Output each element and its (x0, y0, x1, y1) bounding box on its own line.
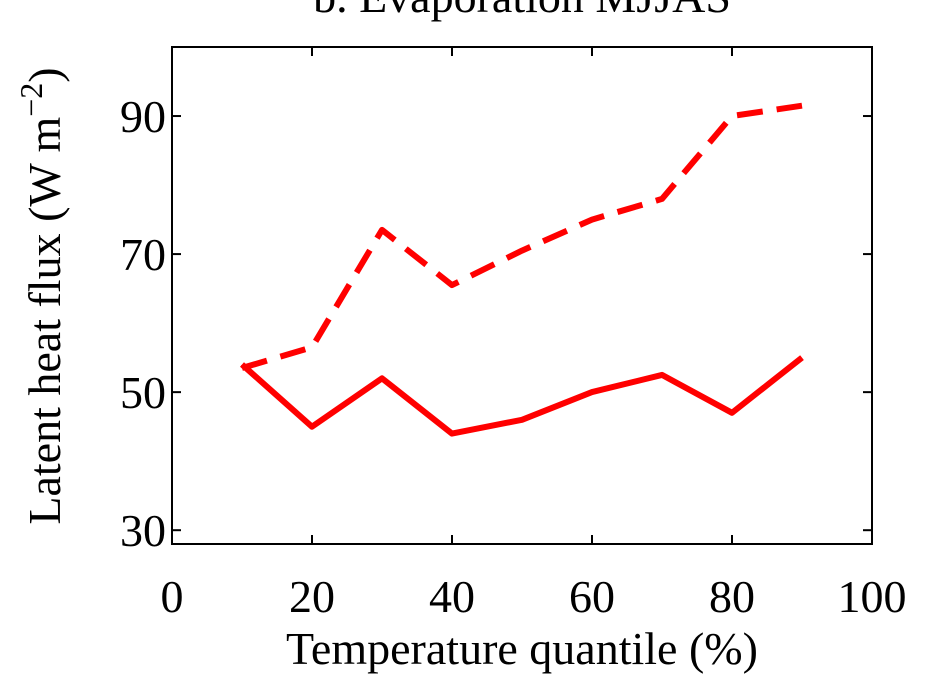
y-axis-title-exponent: −2 (13, 83, 49, 117)
x-tick-label: 80 (709, 571, 755, 622)
plot-frame (171, 46, 873, 545)
y-axis-title-close: ) (19, 67, 70, 82)
x-tick-label: 60 (569, 571, 615, 622)
y-axis-title-main: Latent heat flux (W m (19, 117, 70, 525)
y-tick-label: 90 (120, 91, 166, 142)
x-tick-label: 40 (429, 571, 475, 622)
solid-series-line (240, 355, 804, 437)
y-tick-label: 30 (120, 505, 166, 556)
x-tick-label: 100 (838, 571, 907, 622)
dashed-series-line (241, 102, 803, 371)
x-axis-ticks: 0 20 40 60 80 100 (161, 47, 907, 622)
series-layer (240, 102, 804, 437)
y-tick-label: 50 (120, 367, 166, 418)
x-tick-label: 20 (289, 571, 335, 622)
y-tick-label: 70 (120, 229, 166, 280)
y-axis-title: Latent heat flux (W m−2) (13, 67, 70, 524)
x-axis-title: Temperature quantile (%) (286, 623, 758, 674)
y-axis-ticks: 30 50 70 90 (120, 91, 872, 556)
chart-title: b. Evaporation MJJAS (313, 0, 731, 22)
x-tick-label: 0 (161, 571, 184, 622)
